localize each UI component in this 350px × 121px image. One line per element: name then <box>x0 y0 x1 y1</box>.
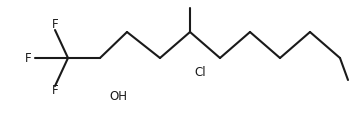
Text: Cl: Cl <box>194 65 206 79</box>
Text: F: F <box>52 19 58 31</box>
Text: F: F <box>52 84 58 98</box>
Text: OH: OH <box>109 91 127 103</box>
Text: F: F <box>25 52 31 64</box>
